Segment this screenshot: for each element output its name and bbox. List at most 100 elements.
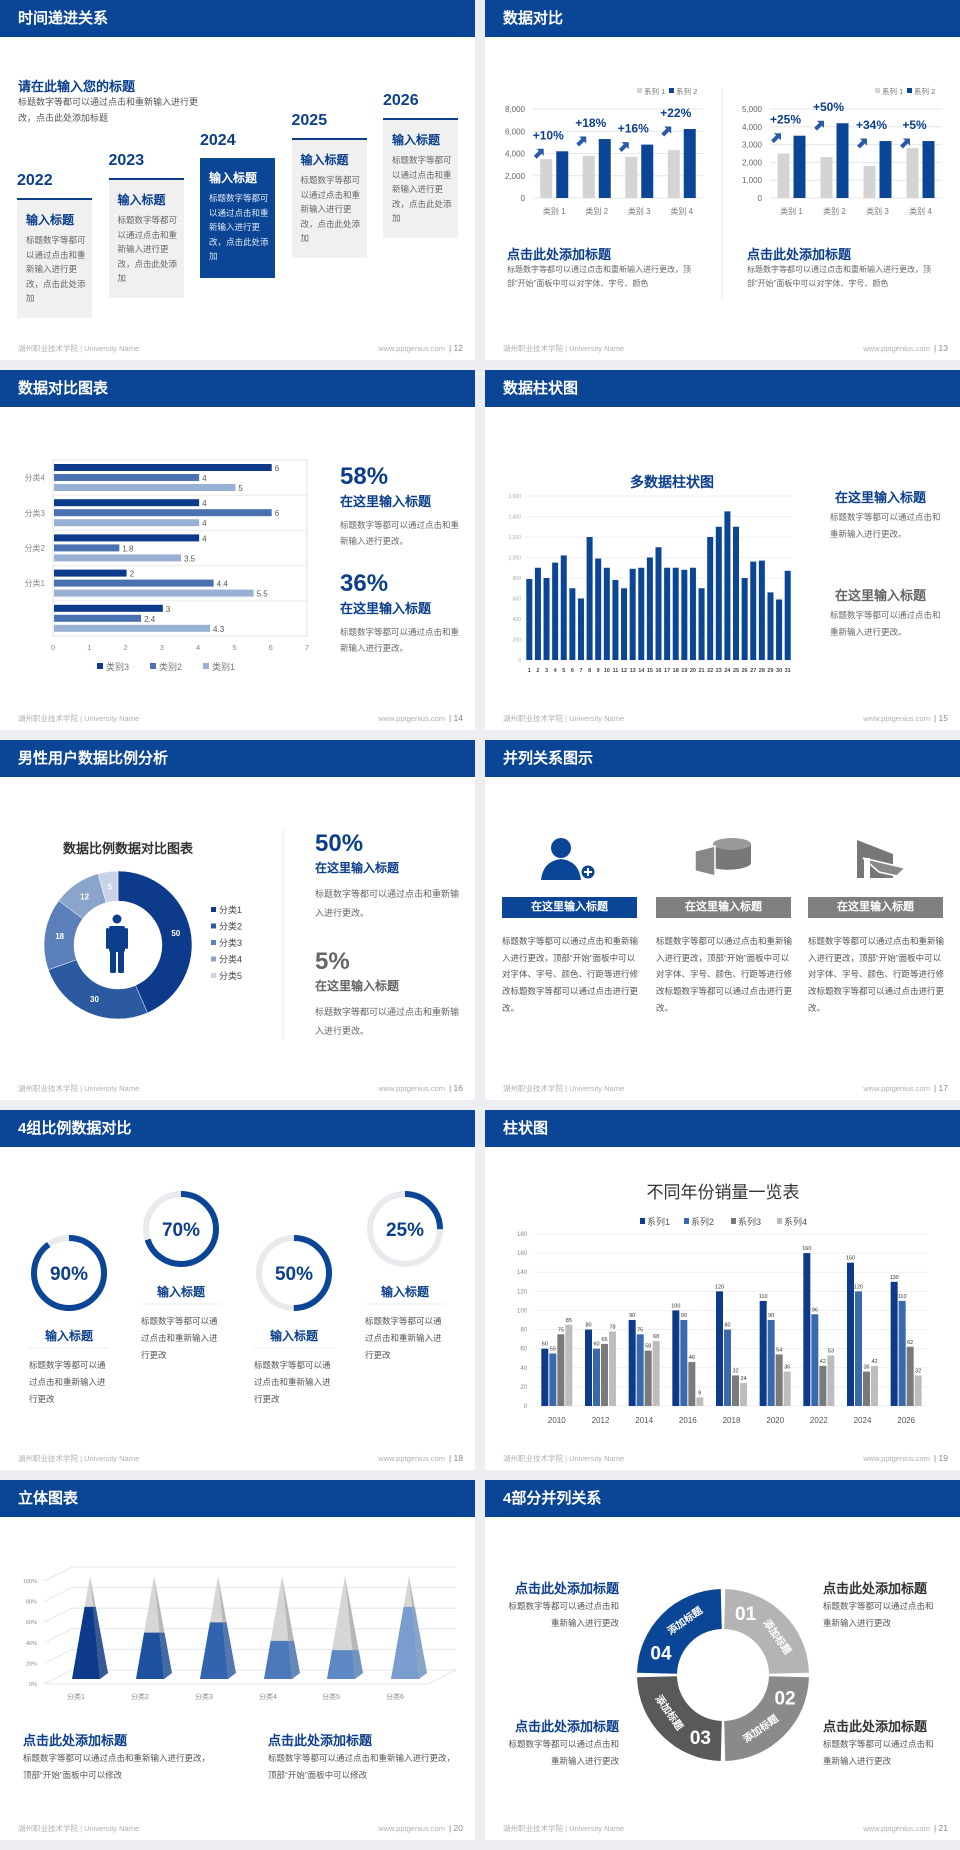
value-label: 55	[550, 1346, 556, 1352]
bar	[783, 1371, 791, 1406]
category-label: 2022	[810, 1416, 828, 1425]
bar	[767, 592, 774, 660]
stat-title: 在这里输入标题	[315, 861, 400, 875]
stat-text: 标题数字等都可以通过点击和重新输入进行更改。	[315, 1007, 460, 1036]
legend-swatch	[211, 973, 216, 978]
bar	[540, 159, 553, 198]
growth-label: +18%	[575, 116, 606, 130]
legend-label: 分类1	[219, 904, 242, 915]
bar	[827, 1355, 835, 1406]
bar	[724, 1329, 731, 1406]
slide-14: 数据对比图表 湖州职业技术学院 | University Name www.pptg…	[0, 370, 475, 730]
legend-swatch	[907, 88, 912, 93]
card-label: 在这里输入标题	[531, 901, 608, 913]
footer-site: www.pptgenius.com | 16	[378, 1083, 463, 1093]
timeline-card-highlighted[interactable]: 输入标题 标题数字等都可以通过点击和重新输入进行更改，点击此处添加	[200, 158, 275, 278]
y-tick-label: 2,000	[742, 158, 763, 167]
value-label: 2.4	[144, 615, 156, 624]
category-label: 分类4	[259, 1692, 277, 1701]
slide-15: 数据柱状图 湖州职业技术学院 | University Name www.pptge…	[485, 370, 960, 730]
page-number: | 15	[933, 713, 948, 723]
bar	[585, 1329, 592, 1406]
category-label: 类别 2	[585, 206, 608, 216]
bar	[603, 567, 610, 660]
value-label: 3	[166, 605, 171, 614]
legend-swatch	[211, 940, 216, 945]
y-tick-label: 80%	[26, 1600, 37, 1606]
value-label: 6	[275, 509, 280, 518]
bar	[569, 588, 576, 660]
category-label: 30	[776, 668, 782, 674]
bar	[879, 141, 892, 198]
category-label: 分类4	[25, 473, 46, 483]
bar	[54, 464, 272, 471]
footer-school: 湖州职业技术学院 | University Name	[503, 1454, 625, 1463]
category-label: 14	[638, 668, 645, 674]
category-label: 27	[750, 668, 756, 674]
bar	[732, 1375, 739, 1406]
category-label: 2024	[854, 1416, 872, 1425]
category-label: 4	[554, 668, 558, 674]
value-label: 24	[740, 1376, 746, 1382]
timeline-card[interactable]: 输入标题 标题数字等都可以通过点击和重新输入进行更改，点击此处添加	[383, 120, 458, 238]
timeline-card[interactable]: 输入标题 标题数字等都可以通过点击和重新输入进行更改，点击此处添加	[17, 200, 92, 318]
bar	[836, 123, 849, 198]
y-tick-label: 40	[520, 1366, 527, 1372]
footer-site: www.pptgenius.com | 15	[863, 713, 948, 723]
bar	[863, 1371, 870, 1406]
stat-text: 标题数字等都可以通过点击和重新输入进行更改。	[340, 520, 460, 546]
block-text: 标题数字等都可以通过点击和重新输入进行更改	[823, 1601, 934, 1628]
bar	[803, 1253, 811, 1406]
door	[864, 858, 870, 878]
bar	[672, 567, 679, 660]
category-label: 1	[528, 668, 531, 674]
timeline-card[interactable]: 输入标题 标题数字等都可以通过点击和重新输入进行更改，点击此处添加	[291, 140, 367, 258]
category-label: 2018	[723, 1416, 741, 1425]
value-label: 5.5	[257, 590, 269, 599]
legend-swatch	[669, 88, 674, 93]
bar	[664, 567, 671, 660]
plus	[584, 868, 592, 876]
value-label: 150	[846, 1256, 855, 1262]
timeline-divider	[383, 118, 458, 120]
bar	[667, 150, 680, 198]
person-head	[112, 914, 122, 924]
category-label: 分类2	[131, 1692, 149, 1701]
growth-label: +50%	[813, 100, 844, 114]
legend-label: 类别3	[106, 661, 129, 672]
category-label: 5	[562, 668, 565, 674]
value-label: 90	[681, 1313, 687, 1319]
category-label: 12	[621, 668, 627, 674]
category-label: 10	[604, 668, 610, 674]
category-label: 分类3	[195, 1692, 213, 1701]
category-label: 类别 3	[628, 206, 651, 216]
category-label: 7	[579, 668, 582, 674]
bar	[54, 579, 214, 587]
card-title: 输入标题	[392, 133, 441, 147]
value-label: 90	[768, 1313, 774, 1319]
y-tick-label: 1,000	[742, 176, 763, 185]
section-heading: 请在此输入您的标题	[18, 79, 136, 94]
card-label-box[interactable]: 在这里输入标题	[808, 897, 943, 918]
bar	[577, 598, 584, 660]
chart-canvas: 90% 输入标题 70% 输入标题 50% 输入标题 25% 输入标题	[29, 1191, 445, 1349]
ring-value: 50%	[275, 1264, 313, 1285]
legend-label: 系列2	[691, 1216, 714, 1227]
legend-label: 系列 1	[644, 86, 665, 96]
value-label: 75	[558, 1327, 564, 1333]
block-title: 点击此处添加标题	[268, 1733, 373, 1748]
legend-label: 系列3	[738, 1216, 761, 1227]
y-tick-label: 4,000	[742, 123, 763, 132]
chart-title: 多数据柱状图	[630, 474, 714, 490]
footer-school: 湖州职业技术学院 | University Name	[18, 1454, 140, 1463]
legend-swatch	[875, 88, 880, 93]
bar	[652, 1341, 660, 1406]
bar	[638, 567, 645, 660]
card-label-box[interactable]: 在这里输入标题	[656, 897, 791, 918]
timeline-card[interactable]: 输入标题 标题数字等都可以通过点击和重新输入进行更改，点击此处添加	[108, 180, 184, 298]
footer-url: www.pptgenius.com	[378, 1084, 445, 1093]
card-label-box[interactable]: 在这里输入标题	[502, 897, 637, 918]
ring-value: 90%	[50, 1264, 88, 1285]
slice-label: 30	[90, 995, 99, 1004]
